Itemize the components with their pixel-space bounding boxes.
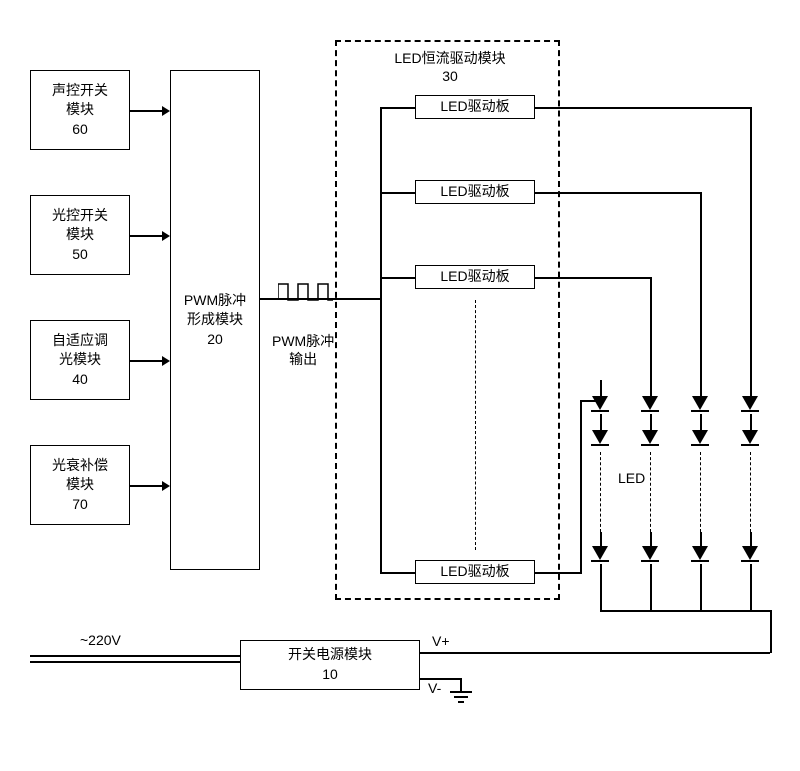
led-driver-board: LED驱动板 — [415, 560, 535, 584]
led-driver-board: LED驱动板 — [415, 95, 535, 119]
connector-line — [30, 661, 240, 663]
connector-line — [700, 564, 702, 610]
light-decay-comp-module: 光衰补偿 模块 70 — [30, 445, 130, 525]
led-driver-board: LED驱动板 — [415, 180, 535, 204]
module-label-line: 形成模块 — [187, 310, 243, 330]
ellipsis-vertical-dash — [650, 452, 651, 532]
connector-line — [420, 652, 770, 654]
module-label-line: 60 — [72, 120, 88, 140]
arrowhead-icon — [162, 231, 170, 241]
connector-line — [700, 192, 702, 381]
arrowhead-icon — [162, 106, 170, 116]
connector-line — [535, 107, 750, 109]
connector-line — [130, 110, 164, 112]
diode-icon — [739, 428, 761, 450]
module-label-line: 自适应调 — [52, 331, 108, 351]
connector-line — [130, 485, 164, 487]
driver-board-label: LED驱动板 — [440, 562, 509, 582]
arrowhead-icon — [162, 356, 170, 366]
led-driver-id: 30 — [442, 68, 458, 84]
connector-line — [600, 610, 772, 612]
module-label-line: 50 — [72, 245, 88, 265]
psu-label-line: 10 — [322, 665, 338, 685]
connector-line — [130, 235, 164, 237]
connector-line — [600, 564, 602, 610]
led-driver-title: LED恒流驱动模块 30 — [355, 48, 545, 84]
arrowhead-icon — [162, 481, 170, 491]
ground-icon — [448, 690, 474, 709]
connector-line — [30, 655, 240, 657]
module-label-line: 光模块 — [59, 350, 101, 370]
module-label-line: 光控开关 — [52, 206, 108, 226]
ellipsis-vertical-dash — [700, 452, 701, 532]
diode-icon — [689, 394, 711, 416]
connector-line — [130, 360, 164, 362]
pwm-pulse-module: PWM脉冲 形成模块 20 — [170, 70, 260, 570]
module-label-line: 光衰补偿 — [52, 456, 108, 476]
module-label-line: 声控开关 — [52, 81, 108, 101]
v-plus-label: V+ — [432, 633, 450, 649]
v-minus-label: V- — [428, 680, 441, 696]
driver-board-label: LED驱动板 — [440, 97, 509, 117]
pwm-output-label: PWM脉冲 输出 — [272, 332, 334, 368]
module-label-line: 40 — [72, 370, 88, 390]
ellipsis-vertical-dash — [750, 452, 751, 532]
psu-label-line: 开关电源模块 — [288, 645, 372, 665]
driver-board-label: LED驱动板 — [440, 182, 509, 202]
ellipsis-vertical-dash — [475, 300, 476, 550]
module-label-line: PWM脉冲 — [184, 291, 246, 311]
connector-line — [650, 564, 652, 610]
diode-icon — [639, 394, 661, 416]
connector-line — [750, 564, 752, 610]
ellipsis-vertical-dash — [600, 452, 601, 532]
diode-icon — [689, 544, 711, 566]
led-driver-module-container — [335, 40, 560, 600]
diode-icon — [589, 394, 611, 416]
diode-icon — [639, 544, 661, 566]
diode-icon — [639, 428, 661, 450]
led-driver-title-text: LED恒流驱动模块 — [394, 50, 505, 66]
module-label-line: 70 — [72, 495, 88, 515]
module-label-line: 模块 — [66, 100, 94, 120]
diode-icon — [689, 428, 711, 450]
led-driver-board: LED驱动板 — [415, 265, 535, 289]
connector-line — [580, 400, 582, 574]
module-label-line: 模块 — [66, 225, 94, 245]
connector-line — [770, 610, 772, 653]
switching-power-module: 开关电源模块 10 — [240, 640, 420, 690]
connector-line — [535, 192, 700, 194]
light-switch-module: 光控开关 模块 50 — [30, 195, 130, 275]
connector-line — [750, 107, 752, 381]
diode-icon — [739, 544, 761, 566]
diode-icon — [589, 428, 611, 450]
diode-icon — [739, 394, 761, 416]
ac-input-label: ~220V — [80, 632, 121, 648]
driver-board-label: LED驱动板 — [440, 267, 509, 287]
diode-icon — [589, 544, 611, 566]
connector-line — [535, 572, 580, 574]
led-array-label: LED — [618, 470, 645, 486]
adaptive-dimming-module: 自适应调 光模块 40 — [30, 320, 130, 400]
module-label-line: 20 — [207, 330, 223, 350]
sound-switch-module: 声控开关 模块 60 — [30, 70, 130, 150]
connector-line — [650, 277, 652, 381]
module-label-line: 模块 — [66, 475, 94, 495]
connector-line — [535, 277, 650, 279]
